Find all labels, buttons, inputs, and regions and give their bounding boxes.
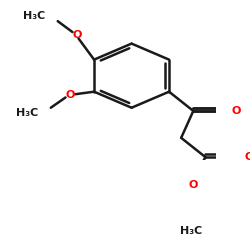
Text: O: O [72, 30, 82, 40]
Text: H₃C: H₃C [16, 108, 39, 118]
Text: O: O [244, 152, 250, 162]
Text: O: O [232, 106, 241, 116]
Text: H₃C: H₃C [23, 11, 46, 21]
Text: H₃C: H₃C [180, 226, 203, 236]
Text: O: O [188, 180, 198, 190]
Text: O: O [65, 90, 74, 100]
